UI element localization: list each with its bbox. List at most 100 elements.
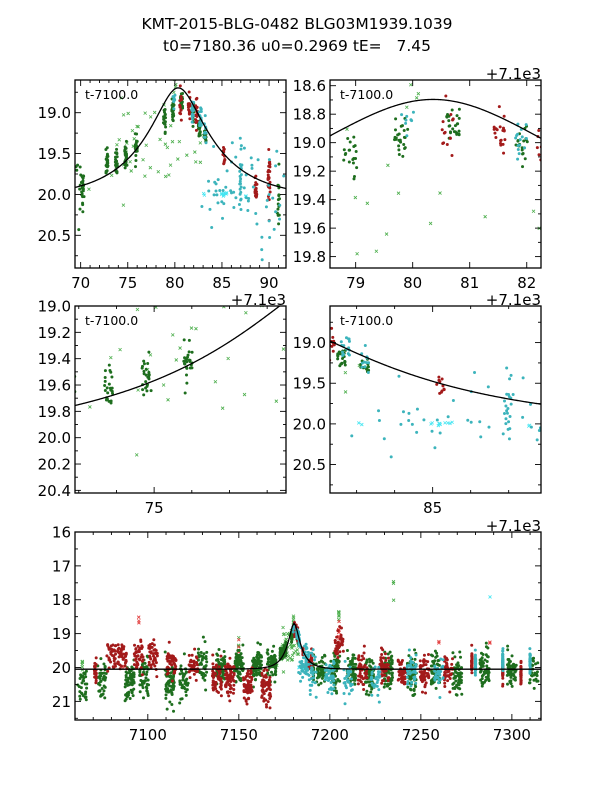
data-point-cyan-dot bbox=[397, 374, 401, 378]
data-point-red-dot bbox=[443, 684, 447, 688]
data-point-cyan-dot bbox=[437, 671, 441, 675]
data-point-green-dot bbox=[341, 356, 345, 360]
data-point-green-x bbox=[244, 310, 248, 315]
y-tick-label: 19 bbox=[52, 625, 71, 643]
data-point-red-dot bbox=[268, 162, 272, 166]
data-point-green-dot bbox=[124, 139, 128, 143]
data-point-green-dot bbox=[448, 124, 452, 128]
data-point-cyan-dot bbox=[173, 98, 177, 102]
data-point-red-dot bbox=[211, 686, 215, 690]
data-point-red-dot bbox=[178, 105, 182, 109]
data-point-red-dot bbox=[268, 160, 272, 164]
data-point-green-dot bbox=[343, 363, 347, 367]
data-point-cyan-dot bbox=[221, 188, 225, 192]
data-point-red-dot bbox=[242, 690, 246, 694]
data-point-red-dot bbox=[445, 662, 449, 666]
data-point-green-dot bbox=[455, 132, 459, 136]
data-point-red-dot bbox=[117, 650, 121, 654]
data-point-green-dot bbox=[413, 648, 417, 652]
data-point-cyan-dot bbox=[373, 665, 377, 669]
data-point-cyan-dot bbox=[520, 135, 524, 139]
data-point-cyan-x bbox=[357, 421, 361, 425]
data-point-green-dot bbox=[145, 666, 149, 670]
data-point-green-dot bbox=[506, 670, 510, 674]
data-point-red-dot bbox=[229, 686, 233, 690]
data-point-red-dot bbox=[403, 680, 407, 684]
data-point-cyan-dot bbox=[274, 210, 278, 214]
data-point-green-dot bbox=[239, 676, 243, 680]
data-point-red-dot bbox=[133, 643, 137, 647]
data-point-green-dot bbox=[146, 678, 150, 682]
data-point-green-dot bbox=[318, 671, 322, 675]
data-point-red-dot bbox=[268, 165, 272, 169]
data-point-green-x bbox=[118, 347, 122, 352]
time-offset-annotation: t-7100.0 bbox=[340, 87, 393, 102]
data-point-cyan-dot bbox=[255, 222, 259, 226]
data-point-green-dot bbox=[84, 669, 88, 673]
data-point-green-dot bbox=[164, 696, 168, 700]
data-point-green-dot bbox=[188, 366, 192, 370]
data-point-green-dot bbox=[284, 654, 288, 658]
data-point-cyan-dot bbox=[308, 688, 312, 692]
y-tick-label: 19.4 bbox=[38, 350, 71, 368]
data-point-red-dot bbox=[179, 98, 183, 102]
data-point-cyan-dot bbox=[529, 425, 533, 429]
data-point-cyan-dot bbox=[441, 676, 445, 680]
data-point-green-x bbox=[121, 203, 126, 207]
data-point-cyan-dot bbox=[242, 186, 246, 190]
data-point-green-x bbox=[163, 174, 168, 179]
data-point-red-dot bbox=[264, 703, 268, 707]
data-point-green-dot bbox=[453, 130, 457, 134]
data-point-green-x bbox=[281, 670, 286, 674]
data-point-red-dot bbox=[446, 679, 450, 683]
data-point-cyan-x bbox=[429, 422, 433, 426]
data-point-cyan-dot bbox=[363, 343, 367, 347]
data-point-green-dot bbox=[203, 640, 207, 644]
data-point-green-dot bbox=[450, 108, 454, 112]
data-point-green-dot bbox=[182, 652, 186, 656]
data-point-green-dot bbox=[168, 675, 172, 679]
data-point-green-dot bbox=[220, 664, 224, 668]
data-point-cyan-dot bbox=[207, 189, 211, 193]
data-point-red-dot bbox=[153, 664, 157, 668]
data-point-green-dot bbox=[115, 155, 119, 159]
data-point-green-dot bbox=[451, 127, 455, 131]
data-point-red-dot bbox=[149, 657, 153, 661]
data-point-green-dot bbox=[183, 391, 187, 395]
data-point-green-dot bbox=[536, 661, 540, 665]
data-point-green-dot bbox=[187, 338, 191, 342]
data-point-cyan-dot bbox=[203, 130, 207, 134]
data-point-red-x bbox=[488, 640, 492, 644]
data-point-green-dot bbox=[124, 675, 128, 679]
data-point-cyan-dot bbox=[332, 683, 336, 687]
y-tick-label: 16 bbox=[52, 524, 71, 542]
data-point-red-dot bbox=[232, 665, 236, 669]
data-point-green-dot bbox=[84, 698, 88, 702]
data-point-green-dot bbox=[181, 678, 185, 682]
data-point-green-dot bbox=[258, 653, 262, 657]
data-point-green-dot bbox=[448, 130, 452, 134]
data-point-green-dot bbox=[521, 165, 525, 169]
data-point-cyan-dot bbox=[473, 661, 477, 665]
data-point-green-dot bbox=[132, 680, 136, 684]
data-point-cyan-dot bbox=[306, 672, 310, 676]
data-point-green-dot bbox=[138, 673, 142, 677]
data-point-green-dot bbox=[276, 207, 280, 211]
data-point-red-dot bbox=[111, 643, 115, 647]
data-point-red-dot bbox=[94, 656, 98, 660]
data-point-green-dot bbox=[413, 692, 417, 696]
data-point-green-x bbox=[126, 111, 130, 116]
data-point-red-dot bbox=[224, 669, 228, 673]
data-point-green-dot bbox=[368, 672, 372, 676]
data-point-green-dot bbox=[429, 653, 433, 657]
data-point-red-dot bbox=[195, 663, 199, 667]
data-point-cyan-dot bbox=[506, 406, 510, 410]
data-point-cyan-dot bbox=[524, 137, 528, 141]
data-point-green-dot bbox=[296, 311, 299, 314]
data-point-red-dot bbox=[339, 633, 343, 637]
x-axis-offset-label: +7.1e3 bbox=[486, 517, 541, 535]
data-point-green-dot bbox=[124, 697, 128, 701]
data-point-cyan-dot bbox=[329, 680, 333, 684]
data-point-green-dot bbox=[138, 670, 142, 674]
data-point-green-dot bbox=[401, 154, 405, 158]
